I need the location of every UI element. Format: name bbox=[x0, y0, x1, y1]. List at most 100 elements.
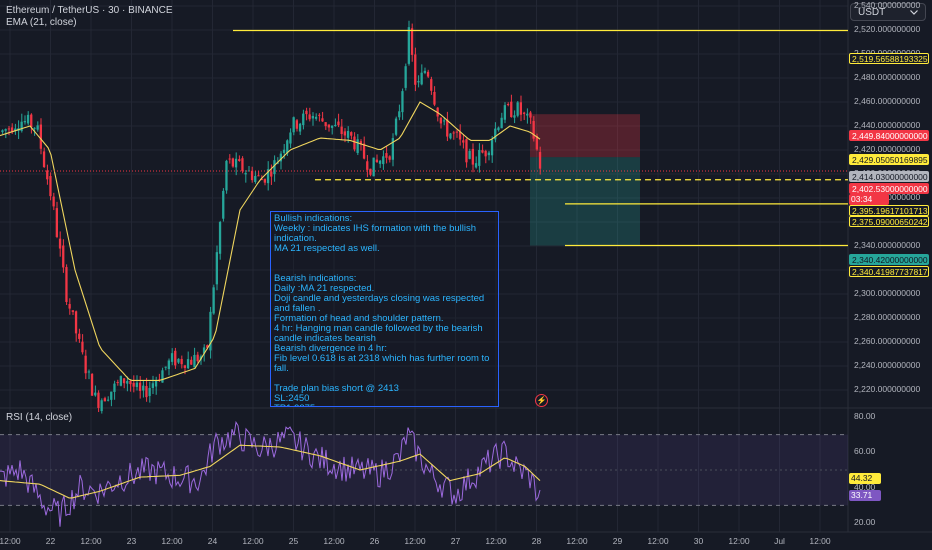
time-tick-label: 12:00 bbox=[647, 536, 669, 546]
candle-body bbox=[65, 267, 68, 302]
candle-body bbox=[52, 196, 55, 207]
price-tick-label: 2,460.000000000 bbox=[854, 96, 921, 106]
stop-loss-zone bbox=[530, 114, 640, 158]
candle-body bbox=[142, 385, 145, 391]
analysis-note[interactable]: Bullish indications: Weekly : indicates … bbox=[270, 211, 499, 407]
candle-body bbox=[68, 304, 71, 309]
candle-body bbox=[522, 112, 526, 114]
candle-body bbox=[135, 382, 138, 387]
candle-body bbox=[103, 398, 106, 402]
candle-body bbox=[71, 310, 74, 312]
candle-body bbox=[129, 380, 132, 385]
candle-body bbox=[244, 173, 247, 175]
symbol-title[interactable]: Ethereum / TetherUS · 30 · BINANCE bbox=[6, 5, 173, 16]
candle-body bbox=[462, 140, 465, 143]
candle-body bbox=[359, 141, 362, 145]
candle-body bbox=[487, 152, 490, 156]
candle-body bbox=[151, 383, 154, 388]
candle-body bbox=[302, 113, 305, 126]
candle-body bbox=[206, 345, 209, 348]
time-tick-label: 12:00 bbox=[323, 536, 345, 546]
horizontal-levels bbox=[0, 29, 848, 247]
candle-body bbox=[398, 111, 401, 118]
candle-body bbox=[391, 138, 394, 160]
candle-body bbox=[292, 117, 295, 133]
candle-body bbox=[286, 140, 289, 154]
candle-body bbox=[164, 366, 167, 368]
candle-body bbox=[55, 208, 58, 237]
candle-body bbox=[116, 382, 119, 384]
candle-body bbox=[305, 110, 308, 115]
price-tick-label: 2,280.000000000 bbox=[854, 312, 921, 322]
rsi-tag-rsi-val: 33.71 bbox=[849, 490, 881, 501]
candle-body bbox=[250, 170, 254, 181]
candle-body bbox=[113, 383, 116, 392]
candle-body bbox=[513, 115, 516, 118]
candle-body bbox=[439, 117, 442, 124]
candle-body bbox=[369, 168, 372, 175]
candle-body bbox=[247, 170, 250, 172]
time-tick-label: Jul bbox=[774, 536, 785, 546]
candle-body bbox=[167, 360, 170, 369]
price-tag-tag-tp1: 2,395.19617101713 bbox=[849, 205, 929, 216]
candle-body bbox=[257, 175, 260, 177]
candle-body bbox=[295, 120, 298, 129]
candle-body bbox=[126, 381, 129, 384]
candle-body bbox=[254, 175, 257, 182]
price-tag-tag-tp2b: 2,340.41987737817 bbox=[849, 266, 929, 277]
candle-body bbox=[404, 66, 407, 88]
candle-body bbox=[430, 79, 433, 91]
candle-body bbox=[263, 179, 266, 183]
candle-body bbox=[324, 122, 327, 127]
candle-body bbox=[84, 355, 87, 374]
ema-legend[interactable]: EMA (21, close) bbox=[6, 17, 77, 28]
candle-body bbox=[161, 370, 164, 383]
candle-body bbox=[494, 128, 497, 140]
flash-icon[interactable]: ⚡ bbox=[535, 394, 548, 407]
candle-body bbox=[346, 130, 350, 138]
rsi-ma-line bbox=[0, 444, 541, 499]
candle-body bbox=[193, 354, 196, 368]
candle-body bbox=[49, 176, 52, 197]
rsi-tick-label: 40.00 bbox=[854, 481, 876, 492]
candle-body bbox=[46, 170, 49, 180]
candle-body bbox=[209, 311, 212, 351]
candle-body bbox=[394, 118, 398, 135]
candle-body bbox=[353, 136, 356, 150]
currency-button[interactable]: USDT bbox=[850, 3, 926, 21]
ema-line bbox=[0, 101, 541, 381]
price-tag-tag-sl: 2,449.84000000000 bbox=[849, 130, 929, 141]
price-tag-tag-tp1b: 2,375.09000650242 bbox=[849, 216, 929, 227]
candle-body bbox=[170, 353, 174, 362]
time-tick-label: 12:00 bbox=[728, 536, 750, 546]
candle-body bbox=[298, 123, 302, 132]
candle-body bbox=[532, 121, 535, 139]
candle-body bbox=[183, 365, 186, 368]
position-zones bbox=[530, 114, 640, 246]
price-tag-tag-tp2: 2,340.42000000000 bbox=[849, 254, 929, 265]
candle-body bbox=[90, 373, 94, 396]
price-tag-tag-high: 2,519.56588193325 bbox=[849, 53, 929, 64]
candle-body bbox=[58, 238, 62, 249]
candle-body bbox=[132, 382, 135, 387]
candle-body bbox=[378, 160, 382, 164]
candle-body bbox=[506, 104, 510, 106]
rsi-tag-rsi-ma: 44.32 bbox=[849, 473, 881, 484]
rsi-legend[interactable]: RSI (14, close) bbox=[6, 412, 73, 423]
candle-body bbox=[81, 341, 84, 353]
candle-body bbox=[180, 358, 183, 365]
rsi-panel bbox=[0, 420, 848, 527]
candle-body bbox=[350, 132, 353, 136]
candle-body bbox=[228, 158, 231, 160]
candle-body bbox=[314, 116, 318, 119]
price-tick-label: 2,540.000000000 bbox=[854, 0, 921, 10]
candle-body bbox=[87, 371, 90, 373]
candle-body bbox=[154, 380, 158, 387]
candle-body bbox=[110, 391, 113, 400]
price-tick-label: 2,300.000000000 bbox=[854, 288, 921, 298]
candle-body bbox=[519, 102, 522, 115]
candle-body bbox=[449, 133, 452, 139]
bar-countdown: 03:34 bbox=[849, 194, 889, 205]
price-tag-tag-ema: 2,429.05050169895 bbox=[849, 154, 929, 165]
